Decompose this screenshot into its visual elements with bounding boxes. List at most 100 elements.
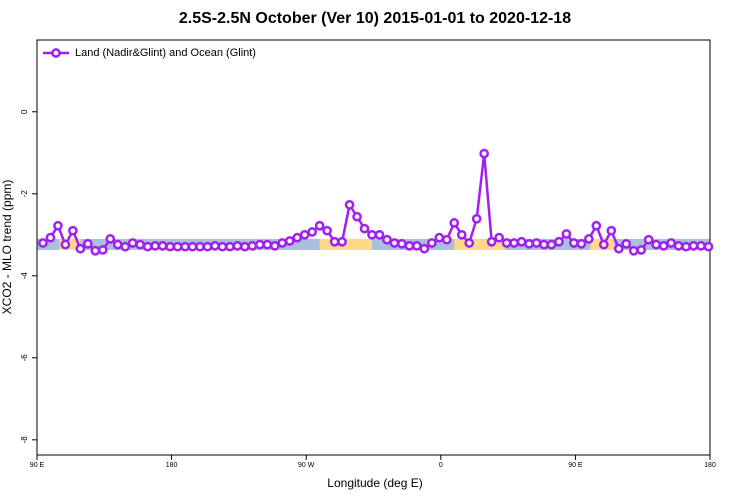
data-point — [389, 238, 400, 248]
data-point — [97, 245, 108, 255]
data-point — [613, 243, 624, 254]
data-point — [531, 238, 542, 248]
data-point — [307, 227, 318, 237]
y-tick-label: -8 — [20, 436, 29, 444]
data-point — [247, 241, 258, 251]
data-point — [688, 241, 699, 251]
data-point — [127, 238, 138, 248]
data-point — [681, 241, 691, 252]
data-point — [45, 232, 56, 243]
x-tick-label: 90 W — [298, 462, 315, 469]
data-point — [217, 241, 228, 252]
data-point — [254, 239, 265, 250]
data-point — [486, 236, 497, 247]
data-point — [509, 238, 519, 248]
data-point — [225, 241, 235, 252]
data-point — [494, 232, 504, 243]
data-point — [569, 238, 579, 248]
data-point — [82, 238, 93, 249]
land-band — [454, 238, 506, 250]
data-point — [397, 238, 407, 249]
legend-label: Land (Nadir&Glint) and Ocean (Glint) — [75, 47, 256, 59]
data-point — [501, 238, 512, 248]
y-tick-label: -6 — [20, 354, 29, 362]
data-point — [284, 236, 295, 246]
x-tick-label: 180 — [166, 462, 178, 469]
data-point — [202, 241, 213, 252]
data-point — [172, 241, 183, 252]
data-point — [546, 239, 557, 250]
data-point — [658, 241, 669, 251]
x-axis-label: Longitude (deg E) — [327, 476, 422, 490]
data-point — [591, 220, 602, 231]
ocean-band — [37, 238, 710, 250]
data-point — [329, 236, 340, 247]
data-point — [382, 234, 392, 245]
data-point — [195, 241, 205, 252]
data-point — [269, 241, 280, 251]
data-point — [53, 220, 63, 231]
data-point — [75, 243, 86, 254]
data-point — [434, 232, 445, 243]
data-point — [696, 241, 706, 251]
data-point — [187, 241, 198, 252]
data-point — [210, 241, 220, 251]
data-point — [621, 238, 632, 249]
chart-title: 2.5S-2.5N October (Ver 10) 2015-01-01 to… — [179, 10, 571, 27]
data-point — [539, 239, 549, 250]
data-point — [150, 241, 160, 251]
data-point — [554, 236, 564, 247]
data-point — [561, 229, 572, 239]
data-point — [666, 238, 676, 248]
data-point — [456, 229, 467, 240]
data-point — [516, 236, 527, 247]
data-point — [606, 225, 617, 236]
data-point — [426, 238, 437, 248]
data-point — [68, 225, 78, 236]
data-point — [135, 239, 146, 250]
data-point — [464, 238, 475, 248]
x-tick-label: 90 E — [30, 462, 45, 469]
data-point — [598, 239, 609, 250]
data-point — [60, 239, 71, 250]
data-point — [157, 241, 168, 251]
data-point — [367, 229, 377, 240]
data-point — [322, 225, 332, 236]
data-point — [165, 241, 175, 252]
data-point — [180, 241, 190, 252]
data-point — [314, 220, 325, 231]
y-axis-label: XCO2 - MLO trend (ppm) — [0, 180, 14, 315]
data-point — [292, 232, 303, 243]
data-point — [352, 211, 362, 222]
data-point — [374, 229, 385, 240]
data-point — [673, 241, 684, 251]
data-point — [404, 241, 415, 251]
data-point — [344, 200, 355, 210]
data-point — [105, 234, 116, 244]
data-point — [643, 234, 654, 245]
data-point — [636, 245, 647, 255]
data-point — [240, 241, 250, 252]
data-point — [38, 238, 48, 248]
x-tick-label: 180 — [704, 462, 716, 469]
data-point — [479, 148, 490, 159]
data-point — [299, 229, 310, 240]
data-point — [471, 213, 482, 224]
data-point — [524, 238, 534, 249]
data-point — [628, 245, 639, 256]
data-point — [651, 239, 662, 250]
data-point — [703, 241, 714, 252]
data-point — [576, 238, 587, 249]
data-point — [112, 239, 123, 250]
y-tick-label: 0 — [20, 109, 29, 114]
data-point — [232, 241, 243, 251]
data-point — [412, 241, 422, 251]
data-point — [449, 218, 460, 228]
legend-marker — [51, 48, 61, 58]
data-point — [142, 241, 153, 252]
data-point — [277, 238, 288, 248]
data-point — [584, 234, 594, 244]
data-point — [337, 236, 347, 247]
y-tick-label: -2 — [20, 190, 29, 198]
